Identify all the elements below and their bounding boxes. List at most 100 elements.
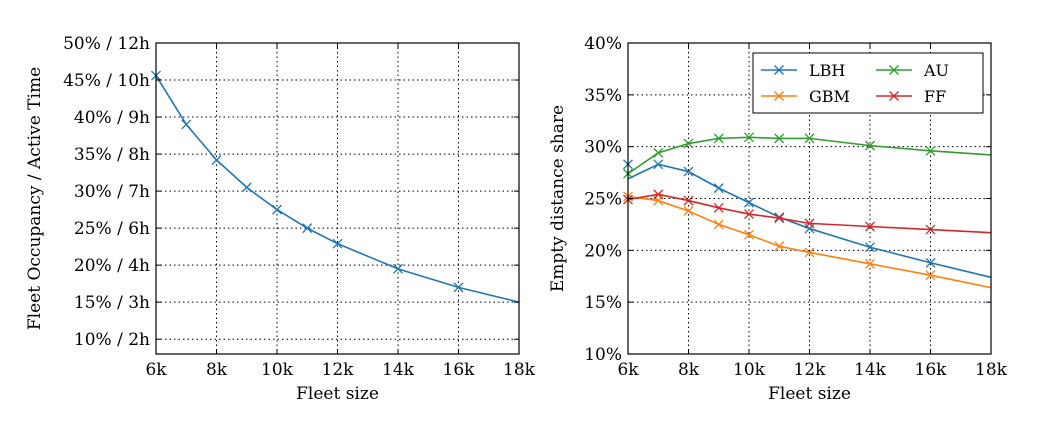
data-point-marker [865,242,875,253]
series-line [627,195,992,289]
data-point-marker [683,166,694,177]
data-point-marker [653,159,664,170]
data-point-marker [925,270,936,281]
legend-item-ff: FF [876,87,946,106]
series-line [627,163,992,279]
x-tick-label: 14k [854,360,887,380]
legend-swatch-marker [889,91,899,101]
data-point-marker [804,218,815,229]
data-point-marker [925,257,936,268]
legend-box [752,52,984,114]
y-axis-label: Fleet Occupancy / Active Time [25,67,45,330]
data-point-marker [774,213,785,224]
y-tick-label: 15% / 3h [74,293,150,313]
y-tick-label: 25% / 6h [74,219,150,239]
y-tick-label: 20% [584,241,622,261]
x-tick-label: 14k [382,360,415,380]
data-point-marker [744,209,754,220]
legend-swatch-marker [774,91,784,101]
x-tick-label: 16k [915,360,948,380]
data-point-marker [774,133,785,144]
y-tick-label: 30% [584,138,622,158]
data-point-marker [925,224,936,235]
data-point-marker [653,147,664,158]
series-line [155,75,520,303]
y-tick-label: 35% [584,86,622,106]
y-axis-label: Empty distance share [548,105,568,292]
x-tick-label: 18k [975,360,1008,380]
data-point-marker [713,219,724,230]
data-point-marker [804,223,815,234]
data-point-marker [683,138,694,149]
x-axis-label: Fleet size [768,384,851,404]
legend-label: FF [924,87,946,106]
data-point-marker [744,197,754,208]
empty-distance-chart: 6k 8k 10k 12k 14k 16k 18k 10% 15% 20% 25% 30% 35% 40%… [548,34,1008,404]
legend-swatch-marker [889,65,899,75]
x-tick-label: 6k [145,360,167,380]
data-point-marker [774,212,785,223]
data-point-marker [211,155,222,165]
occupancy-chart: 6k 8k 10k 12k 14k 16k 18k 10% / 2h 15% / 3h 20% /… [25,34,536,404]
y-tick-label: 15% [584,293,622,313]
x-axis-label: Fleet size [296,384,379,404]
x-tick-label: 8k [206,360,228,380]
data-point-marker [393,263,403,274]
data-point-marker [181,119,192,130]
data-point-marker [713,183,724,194]
series-lbh [623,159,992,279]
data-point-marker [865,221,875,232]
legend-item-au: AU [876,61,949,80]
y-tick-label: 50% / 12h [63,34,150,54]
series-line [627,193,992,234]
data-point-marker [865,140,875,151]
y-tick-label: 40% / 9h [74,108,150,128]
data-point-marker [453,282,464,293]
legend-label: LBH [809,61,845,80]
series-ff [623,189,992,235]
data-point-marker [683,195,694,206]
data-point-marker [653,189,664,200]
data-point-marker [683,205,694,216]
x-tick-label: 16k [443,360,476,380]
x-tick-label: 12k [322,360,355,380]
series-0 [151,70,520,303]
grid [156,43,519,354]
data-point-marker [925,145,936,156]
x-tick-label: 18k [503,360,536,380]
data-point-marker [744,132,754,143]
y-tick-label: 10% [584,345,622,365]
data-point-marker [713,202,724,213]
plot-frame [155,42,520,355]
data-point-marker [774,241,785,252]
x-tick-label: 6k [617,360,639,380]
data-point-marker [241,182,252,193]
y-tick-label: 30% / 7h [74,182,150,202]
legend-label: GBM [809,87,850,106]
y-tick-label: 40% [584,34,622,54]
legend-swatch-marker [774,65,784,75]
y-tick-label: 45% / 10h [63,71,150,91]
series-au [623,132,992,179]
x-tick-label: 10k [261,360,294,380]
data-point-marker [332,238,343,249]
y-tick-label: 20% / 4h [74,256,150,276]
legend-label: AU [923,61,949,80]
y-tick-label: 25% [584,190,622,210]
data-point-marker [302,223,313,234]
x-tick-label: 12k [794,360,827,380]
series-line [627,136,992,175]
y-tick-label: 10% / 2h [74,330,150,350]
x-tick-label: 8k [678,360,700,380]
legend: LBH GBM AU FF [752,52,984,114]
data-point-marker [744,229,754,240]
data-point-marker [713,133,724,144]
data-point-marker [804,133,815,144]
y-tick-label: 35% / 8h [74,145,150,165]
data-point-marker [865,258,875,269]
x-tick-label: 10k [733,360,766,380]
data-point-marker [804,247,815,258]
series-gbm [623,191,992,289]
legend-item-gbm: GBM [761,87,850,106]
